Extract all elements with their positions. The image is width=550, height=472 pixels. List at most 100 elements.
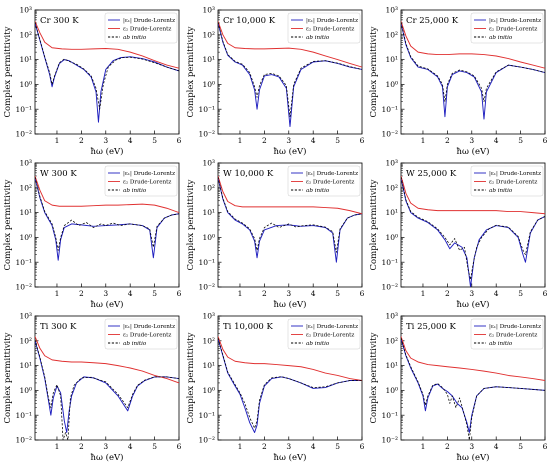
y-tick-label: 10²: [385, 30, 398, 39]
panel-5: 10⁻² 10⁻¹ 10⁰ 10¹ 10² 10³ 1 2 3 4 5 6 ħω (eV) Complex…: [186, 159, 365, 310]
x-tick-label: 6: [543, 289, 548, 298]
x-tick-label: 5: [152, 136, 157, 145]
panel-title: Ti 10,000 K: [223, 322, 274, 332]
panel-1: 10⁻² 10⁻¹ 10⁰ 10¹ 10² 10³ 1 2 3 4 5 6 ħω (eV) Complex…: [3, 6, 182, 157]
x-tick-label: 1: [421, 442, 426, 451]
legend-box: [470, 165, 544, 197]
legend-label: ε₂ Drude-Lorentz: [489, 180, 537, 186]
y-tick-label: 10¹: [19, 55, 32, 64]
y-tick-label: 10⁻¹: [381, 258, 398, 267]
x-tick-label: 3: [103, 136, 108, 145]
x-tick-label: 4: [128, 289, 133, 298]
y-tick-label: 10³: [19, 6, 32, 15]
y-tick-label: 10³: [19, 159, 32, 168]
legend-label: |ε₁| Drude-Lorentz: [123, 18, 175, 24]
legend: |ε₁| Drude-Lorentz ε₂ Drude-Lorentz ab ini…: [470, 165, 544, 197]
x-tick-label: 2: [262, 136, 267, 145]
axes-frame: [400, 315, 546, 441]
series-line-1: [35, 177, 179, 261]
series-line-1: [218, 177, 362, 263]
y-axis-label: Complex permittivity: [3, 179, 13, 270]
y-tick-label: 10¹: [385, 208, 398, 217]
legend-label: ab initio: [123, 341, 147, 347]
series-line-2: [401, 175, 545, 215]
series-line-2: [218, 336, 362, 381]
x-tick-label: 6: [177, 442, 182, 451]
x-tick-label: 2: [445, 136, 450, 145]
series-line-2: [35, 336, 179, 384]
legend-label: |ε₁| Drude-Lorentz: [489, 324, 541, 330]
panel-title: Ti 25,000 K: [406, 322, 457, 332]
legend-label: ε₂ Drude-Lorentz: [306, 27, 354, 33]
legend-label: ε₂ Drude-Lorentz: [123, 27, 171, 33]
legend: |ε₁| Drude-Lorentz ε₂ Drude-Lorentz ab ini…: [287, 12, 361, 44]
y-axis-label: Complex permittivity: [369, 332, 379, 423]
legend-box: [287, 12, 361, 44]
series-line-3: [218, 22, 362, 118]
x-tick-label: 6: [360, 136, 365, 145]
series-line-1: [35, 340, 179, 434]
series-line-2: [35, 21, 179, 69]
x-axis-label: ħω (eV): [91, 299, 124, 310]
y-tick-label: 10²: [385, 336, 398, 345]
series-line-2: [401, 21, 545, 69]
series-group: [35, 175, 179, 261]
y-tick-label: 10⁰: [19, 233, 32, 242]
series-line-2: [35, 175, 179, 214]
legend-label: ε₂ Drude-Lorentz: [306, 180, 354, 186]
y-tick-label: 10³: [19, 312, 32, 321]
x-tick-label: 2: [445, 289, 450, 298]
y-tick-label: 10⁻¹: [15, 105, 32, 114]
panel-7: 10⁻² 10⁻¹ 10⁰ 10¹ 10² 10³ 1 2 3 4 5 6 ħω (eV) Complex…: [3, 312, 182, 463]
x-tick-label: 3: [286, 136, 291, 145]
series-line-1: [401, 177, 545, 287]
x-tick-label: 5: [152, 289, 157, 298]
series-line-2: [218, 21, 362, 68]
panel-title: Cr 300 K: [40, 16, 79, 26]
x-tick-label: 4: [128, 136, 133, 145]
legend-box: [287, 318, 361, 350]
y-axis-label: Complex permittivity: [3, 26, 13, 117]
y-axis-label: Complex permittivity: [369, 26, 379, 117]
legend-label: ab initio: [306, 35, 330, 41]
x-tick-label: 6: [177, 289, 182, 298]
x-tick-label: 3: [103, 289, 108, 298]
x-axis-label: ħω (eV): [274, 299, 307, 310]
x-axis-label: ħω (eV): [457, 146, 490, 157]
x-tick-label: 4: [311, 136, 316, 145]
x-tick-label: 1: [238, 442, 243, 451]
series-line-1: [218, 338, 362, 434]
legend-box: [104, 165, 178, 197]
series-line-3: [218, 337, 362, 429]
series-line-3: [401, 22, 545, 103]
x-tick-label: 1: [421, 289, 426, 298]
y-tick-label: 10²: [202, 30, 215, 39]
y-tick-label: 10⁻²: [381, 436, 398, 445]
panel-6: 10⁻² 10⁻¹ 10⁰ 10¹ 10² 10³ 1 2 3 4 5 6 ħω (eV) Complex…: [369, 159, 548, 310]
x-tick-label: 3: [469, 289, 474, 298]
legend: |ε₁| Drude-Lorentz ε₂ Drude-Lorentz ab ini…: [104, 165, 178, 197]
legend: |ε₁| Drude-Lorentz ε₂ Drude-Lorentz ab ini…: [470, 318, 544, 350]
y-tick-label: 10¹: [385, 361, 398, 370]
x-tick-label: 4: [311, 442, 316, 451]
y-tick-label: 10⁰: [202, 80, 215, 89]
series-group: [401, 21, 545, 120]
x-tick-label: 6: [543, 442, 548, 451]
y-tick-label: 10³: [202, 312, 215, 321]
legend-label: ε₂ Drude-Lorentz: [123, 333, 171, 339]
x-axis-label: ħω (eV): [457, 452, 490, 463]
legend-label: ε₂ Drude-Lorentz: [489, 333, 537, 339]
x-tick-label: 5: [152, 442, 157, 451]
axes-frame: [34, 162, 180, 288]
x-tick-label: 2: [262, 289, 267, 298]
x-tick-label: 6: [360, 289, 365, 298]
x-tick-label: 5: [335, 136, 340, 145]
legend-label: |ε₁| Drude-Lorentz: [306, 324, 358, 330]
x-tick-label: 5: [518, 442, 523, 451]
legend-label: ab initio: [306, 341, 330, 347]
series-line-3: [401, 337, 545, 440]
y-tick-label: 10²: [202, 183, 215, 192]
y-tick-label: 10⁻¹: [198, 411, 215, 420]
panel-title: Cr 25,000 K: [406, 16, 459, 26]
